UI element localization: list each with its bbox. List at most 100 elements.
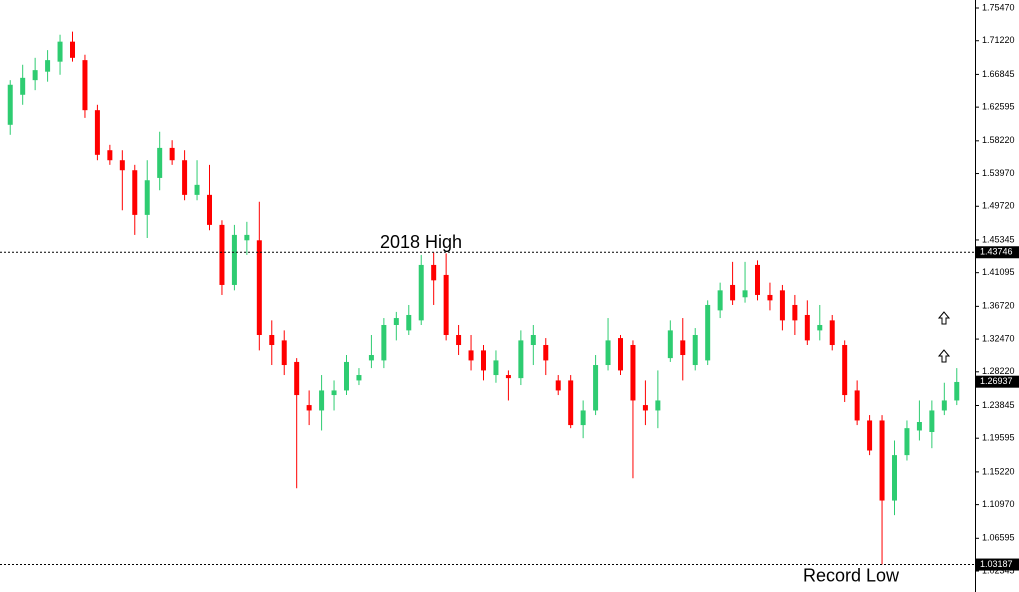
candle-body bbox=[568, 380, 574, 426]
candle-body bbox=[941, 400, 947, 411]
y-tick-label: 1.49720 bbox=[982, 201, 1015, 211]
level-label: 1.43746 bbox=[980, 247, 1013, 257]
candle-body bbox=[344, 361, 349, 391]
y-tick-label: 1.45345 bbox=[982, 234, 1015, 244]
candle-body bbox=[916, 422, 922, 431]
candle-body bbox=[132, 170, 138, 215]
candle-body bbox=[767, 294, 773, 301]
candle-body bbox=[929, 410, 935, 433]
candle-body bbox=[356, 375, 362, 381]
candle-body bbox=[20, 77, 26, 95]
candle-body bbox=[692, 335, 698, 366]
candle-body bbox=[705, 304, 711, 361]
candle-body bbox=[593, 365, 599, 411]
y-tick-label: 1.15220 bbox=[982, 466, 1015, 476]
candle-body bbox=[904, 428, 910, 456]
candle-body bbox=[779, 290, 785, 321]
candle-body bbox=[32, 70, 38, 81]
candle-body bbox=[294, 361, 300, 396]
candle-body bbox=[144, 180, 150, 215]
y-tick-label: 1.66845 bbox=[982, 69, 1015, 79]
y-tick-label: 1.71220 bbox=[982, 35, 1015, 45]
candle-body bbox=[57, 41, 63, 62]
candle-body bbox=[742, 290, 748, 298]
y-tick-label: 1.23845 bbox=[982, 400, 1015, 410]
candle-body bbox=[481, 350, 486, 371]
candle-body bbox=[119, 160, 125, 171]
y-tick-label: 1.41095 bbox=[982, 267, 1015, 277]
candle-body bbox=[244, 234, 250, 241]
candle-body bbox=[306, 405, 312, 411]
candle-body bbox=[94, 110, 100, 155]
y-tick-label: 1.19595 bbox=[982, 433, 1015, 443]
candle-body bbox=[655, 400, 661, 411]
y-tick-label: 1.53970 bbox=[982, 168, 1015, 178]
candle-body bbox=[804, 314, 810, 341]
candle-body bbox=[182, 160, 188, 195]
y-tick-label: 1.10970 bbox=[982, 499, 1015, 509]
candle-body bbox=[605, 340, 611, 366]
candle-body bbox=[406, 314, 412, 331]
y-tick-label: 1.36720 bbox=[982, 301, 1015, 311]
candle-body bbox=[842, 345, 848, 396]
y-tick-label: 1.06595 bbox=[982, 533, 1015, 543]
candle-body bbox=[530, 335, 536, 346]
arrow-icons bbox=[937, 311, 951, 363]
candle-body bbox=[281, 340, 287, 366]
candle-body bbox=[555, 380, 561, 391]
level-box bbox=[976, 246, 1019, 259]
arrow-icon bbox=[937, 349, 951, 363]
candle-body bbox=[505, 375, 511, 379]
y-tick-label: 1.58220 bbox=[982, 135, 1015, 145]
candle-body bbox=[207, 194, 212, 225]
candle-body bbox=[393, 318, 399, 325]
candle-body bbox=[368, 355, 374, 361]
level-box bbox=[976, 558, 1019, 571]
candle-body bbox=[468, 350, 474, 361]
arrow-icon bbox=[937, 311, 951, 325]
candle-body bbox=[269, 335, 275, 346]
candle-body bbox=[667, 330, 673, 359]
candle-body bbox=[418, 264, 424, 321]
candle-body bbox=[792, 304, 798, 321]
candle-body bbox=[219, 224, 225, 285]
candle-body bbox=[879, 420, 885, 501]
candle-body bbox=[331, 390, 337, 396]
candle-body bbox=[755, 264, 760, 295]
candle-body bbox=[493, 360, 499, 376]
candle-body bbox=[642, 405, 648, 411]
y-tick-label: 1.28220 bbox=[982, 366, 1015, 376]
annotation: Record Low bbox=[803, 565, 900, 585]
candle-body bbox=[518, 340, 524, 379]
candle-body bbox=[456, 335, 462, 346]
y-tick-label: 1.62595 bbox=[982, 102, 1015, 112]
current-price-label: 1.26937 bbox=[980, 376, 1013, 386]
candle-body bbox=[157, 147, 163, 178]
candle-body bbox=[543, 345, 549, 361]
candle-body bbox=[169, 147, 175, 161]
y-tick-label: 1.32470 bbox=[982, 333, 1015, 343]
candle-body bbox=[630, 345, 636, 401]
candle-body bbox=[680, 340, 686, 356]
current-price-box bbox=[976, 375, 1019, 388]
candle-body bbox=[867, 420, 873, 451]
candle-body bbox=[817, 324, 823, 331]
candle-body bbox=[256, 240, 262, 336]
level-label: 1.03187 bbox=[980, 559, 1013, 569]
candle-body bbox=[580, 410, 586, 426]
candle-body bbox=[717, 290, 723, 311]
candle-body bbox=[45, 60, 51, 72]
candle-body bbox=[194, 184, 200, 195]
candle-body bbox=[618, 338, 623, 371]
candle-body bbox=[431, 264, 437, 281]
candle-body bbox=[319, 390, 325, 411]
candle-body bbox=[443, 274, 449, 336]
candle-body bbox=[829, 320, 835, 346]
candle-body bbox=[892, 455, 897, 501]
candle-body bbox=[854, 390, 860, 421]
y-tick-label: 1.75470 bbox=[982, 2, 1015, 12]
annotation: 2018 High bbox=[380, 232, 462, 252]
candle-body bbox=[381, 324, 387, 361]
candle-body bbox=[231, 234, 237, 285]
